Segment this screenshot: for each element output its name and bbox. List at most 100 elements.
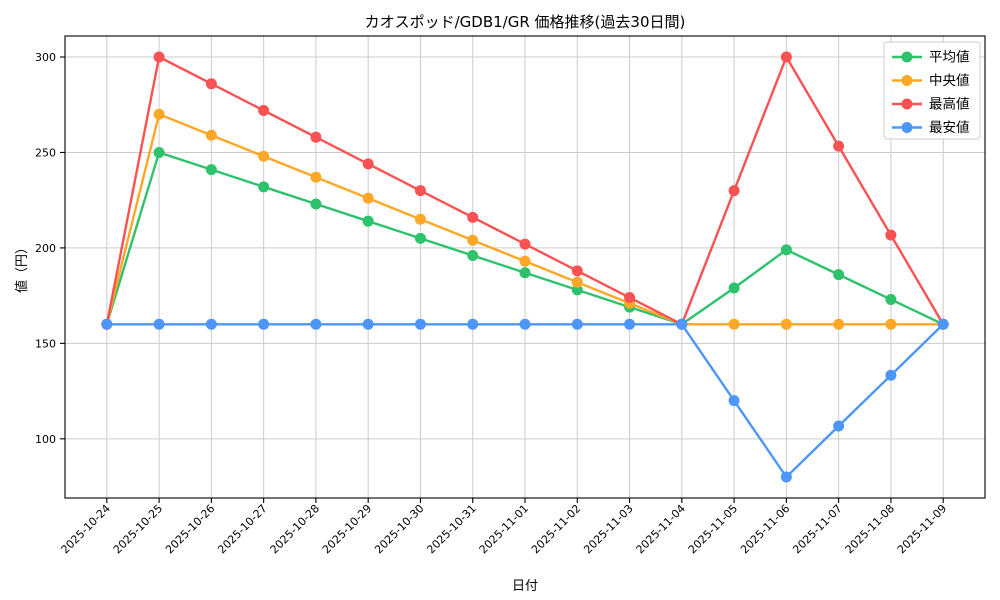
max-marker <box>205 78 217 90</box>
legend-label-min: 最安値 <box>929 120 970 136</box>
max-marker <box>153 51 165 63</box>
x-tick-label: 2025-11-08 <box>843 502 897 556</box>
y-tick-label: 100 <box>35 433 56 446</box>
y-tick-label: 200 <box>35 242 56 255</box>
average-marker <box>885 293 897 305</box>
x-tick-label: 2025-10-31 <box>424 502 478 556</box>
min-marker <box>937 318 949 330</box>
legend-box <box>883 41 981 140</box>
average-marker <box>258 181 270 193</box>
min-marker <box>885 369 897 381</box>
x-tick-label: 2025-11-06 <box>738 502 792 556</box>
x-tick-label: 2025-11-02 <box>529 502 583 556</box>
x-tick-label: 2025-11-01 <box>477 502 531 556</box>
median-marker <box>833 318 845 330</box>
average-marker <box>153 146 165 158</box>
max-legend-marker <box>901 98 913 110</box>
average-marker <box>310 198 322 210</box>
min-marker <box>414 318 426 330</box>
average-marker <box>362 215 374 227</box>
median-marker <box>728 318 740 330</box>
y-tick-label: 250 <box>35 146 56 159</box>
average-marker <box>780 244 792 256</box>
median-marker <box>414 213 426 225</box>
y-axis-label: 値（円） <box>14 241 30 293</box>
average-marker <box>833 269 845 281</box>
x-tick-label: 2025-11-05 <box>686 502 740 556</box>
min-marker <box>101 318 113 330</box>
average-marker <box>205 164 217 176</box>
min-marker <box>258 318 270 330</box>
average-marker <box>467 250 479 262</box>
median-marker <box>885 318 897 330</box>
x-tick-label: 2025-11-09 <box>895 502 949 556</box>
median-marker <box>467 234 479 246</box>
legend-item-min: 最安値 <box>892 120 970 136</box>
min-marker <box>728 395 740 407</box>
chart-title: カオスポッド/GDB1/GR 価格推移(過去30日間) <box>365 13 686 31</box>
min-marker <box>624 318 636 330</box>
x-tick-label: 2025-10-28 <box>268 502 322 556</box>
legend-label-max: 最高値 <box>929 96 970 113</box>
x-tick-label: 2025-10-29 <box>320 502 374 556</box>
min-marker <box>153 318 165 330</box>
min-legend-marker <box>901 122 913 133</box>
median-marker <box>780 318 792 330</box>
min-marker <box>571 318 583 330</box>
x-tick-label: 2025-11-04 <box>634 502 688 556</box>
grid-layer <box>65 36 985 498</box>
min-marker <box>467 318 479 330</box>
y-tick-label: 150 <box>35 337 56 350</box>
min-marker <box>676 318 688 330</box>
max-marker <box>310 131 322 143</box>
max-marker <box>885 229 897 241</box>
x-tick-label: 2025-10-26 <box>163 502 217 556</box>
max-marker <box>728 185 740 197</box>
max-marker <box>624 292 636 304</box>
max-marker <box>519 238 531 250</box>
min-marker <box>362 318 374 330</box>
average-marker <box>519 267 531 279</box>
average-marker <box>728 282 740 294</box>
max-marker <box>780 51 792 63</box>
max-marker <box>467 211 479 223</box>
min-marker <box>833 420 845 432</box>
median-marker <box>205 129 217 141</box>
x-axis-label: 日付 <box>512 579 538 594</box>
median-marker <box>153 108 165 120</box>
x-tick-label: 2025-10-27 <box>215 502 269 556</box>
legend-item-max: 最高値 <box>892 96 970 113</box>
min-marker <box>310 318 322 330</box>
max-marker <box>833 140 845 152</box>
x-tick-label: 2025-10-24 <box>59 502 113 556</box>
median-marker <box>362 192 374 204</box>
median-marker <box>519 255 531 267</box>
average-marker <box>414 232 426 244</box>
average-marker <box>571 284 583 296</box>
median-marker <box>310 171 322 183</box>
tick-layer: 2025-10-242025-10-252025-10-262025-10-27… <box>35 51 949 556</box>
series-layer <box>101 51 949 483</box>
min-marker <box>205 318 217 330</box>
x-tick-label: 2025-10-25 <box>111 502 165 556</box>
y-tick-label: 300 <box>35 51 56 64</box>
x-tick-label: 2025-11-03 <box>581 502 635 556</box>
median-marker <box>258 150 270 162</box>
legend-item-median: 中央値 <box>892 73 970 89</box>
average-legend-marker <box>901 51 913 63</box>
legend-item-average: 平均値 <box>892 50 970 66</box>
x-tick-label: 2025-11-07 <box>790 502 844 556</box>
min-marker <box>780 471 792 483</box>
x-tick-label: 2025-10-30 <box>372 502 426 556</box>
min-marker <box>519 318 531 330</box>
max-marker <box>414 185 426 197</box>
median-marker <box>571 276 583 288</box>
legend-label-average: 平均値 <box>929 50 970 66</box>
max-marker <box>258 104 270 116</box>
legend-label-median: 中央値 <box>929 73 970 89</box>
max-marker <box>362 158 374 170</box>
max-marker <box>571 265 583 277</box>
